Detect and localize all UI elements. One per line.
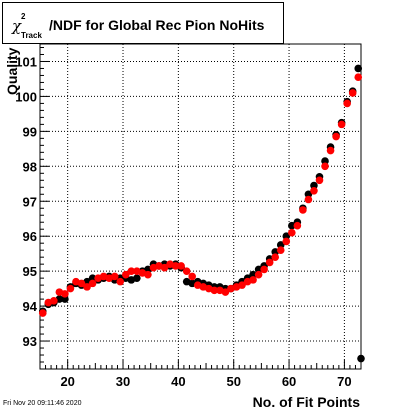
- red-data-point: [77, 279, 86, 288]
- timestamp: Fri Nov 20 09:11:46 2020: [3, 400, 82, 407]
- black-data-point: [310, 181, 318, 190]
- black-data-point: [282, 232, 291, 241]
- black-data-point: [357, 354, 365, 363]
- black-data-point: [254, 265, 263, 274]
- black-data-point: [354, 64, 363, 73]
- red-data-point: [337, 120, 346, 129]
- plot-frame: [39, 43, 362, 370]
- red-data-point: [61, 290, 69, 298]
- red-data-point: [171, 262, 180, 270]
- red-data-point: [276, 246, 285, 254]
- y-tick-label: 97: [23, 194, 37, 209]
- x-tick-label: 60: [282, 374, 296, 389]
- red-data-point: [38, 309, 47, 317]
- red-data-point: [304, 195, 313, 204]
- red-data-point: [271, 253, 280, 261]
- red-data-point: [348, 89, 357, 97]
- red-data-point: [66, 284, 75, 293]
- red-data-point: [265, 258, 274, 267]
- red-data-point: [110, 272, 119, 281]
- red-data-point: [116, 277, 125, 286]
- chi-symbol: χ: [12, 17, 22, 35]
- red-data-point: [144, 270, 152, 279]
- black-data-point: [133, 274, 141, 282]
- y-axis-label: Quality: [4, 47, 20, 95]
- red-data-point: [160, 263, 169, 272]
- title-subscript: Track: [21, 31, 42, 40]
- black-data-point: [276, 241, 285, 249]
- red-data-point: [326, 146, 335, 155]
- black-data-point: [321, 157, 329, 165]
- x-tick-label: 20: [60, 374, 74, 389]
- red-data-point: [299, 206, 307, 214]
- red-data-point: [315, 176, 324, 185]
- red-data-point: [321, 162, 329, 171]
- red-data-point: [288, 228, 296, 237]
- red-data-point: [188, 272, 196, 281]
- red-data-point: [221, 288, 230, 296]
- x-tick-label: 70: [337, 374, 351, 389]
- y-tick-label: 98: [23, 159, 37, 174]
- x-tick-label: 40: [171, 374, 185, 389]
- red-data-point: [282, 237, 291, 246]
- y-tick-label: 100: [15, 89, 37, 104]
- y-tick-label: 99: [23, 124, 37, 139]
- red-data-point: [260, 265, 268, 274]
- black-data-point: [61, 295, 69, 303]
- black-data-point: [249, 270, 257, 279]
- red-data-point: [332, 132, 340, 141]
- y-tick-label: 96: [23, 229, 37, 244]
- y-tick-label: 95: [23, 264, 37, 279]
- red-data-point: [310, 186, 318, 195]
- black-data-point: [304, 190, 313, 199]
- red-data-point: [238, 281, 246, 289]
- red-data-point: [121, 270, 130, 279]
- chart-title: /NDF for Global Rec Pion NoHits: [49, 17, 265, 33]
- red-data-point: [177, 262, 185, 270]
- red-data-point: [249, 276, 257, 284]
- red-data-point: [83, 283, 91, 291]
- x-axis-label: No. of Fit Points: [252, 394, 360, 410]
- red-data-point: [354, 73, 363, 81]
- axis-tick-labels: 20 30 40 50 60 70 93 94 95 96 97 98 99 100 101: [15, 54, 351, 389]
- x-tick-label: 30: [116, 374, 130, 389]
- grid-lines: [40, 44, 361, 369]
- y-tick-label: 94: [23, 299, 38, 314]
- red-data-point: [127, 267, 136, 275]
- black-data-point: [288, 221, 296, 230]
- red-data-point: [88, 279, 97, 288]
- red-data-point: [343, 99, 351, 108]
- red-data-point: [210, 286, 219, 295]
- red-data-point: [50, 297, 58, 305]
- x-tick-label: 50: [226, 374, 240, 389]
- title-superscript: 2: [21, 12, 26, 21]
- red-data-point: [293, 221, 302, 230]
- axis-ticks: [39, 46, 362, 370]
- title-box: χ 2 Track /NDF for Global Rec Pion NoHit…: [2, 2, 284, 44]
- data-points: [38, 64, 365, 363]
- red-data-point: [182, 267, 191, 275]
- red-data-point: [254, 270, 263, 279]
- y-tick-label: 101: [15, 54, 37, 69]
- y-tick-label: 93: [23, 334, 37, 349]
